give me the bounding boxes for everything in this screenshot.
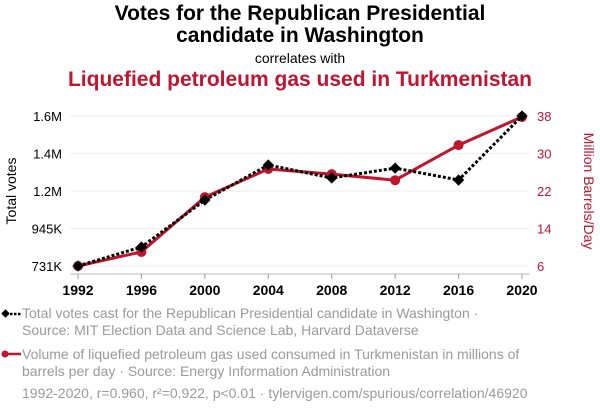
chart-title: Votes for the Republican Presidential ca…: [0, 3, 600, 47]
data-point-votes: [135, 241, 148, 253]
left-tick-label: 945K: [32, 222, 63, 237]
left-axis-ticks: 1.6M 1.4M 1.2M 945K 731K: [32, 109, 63, 274]
left-axis-label: Total votes: [3, 158, 19, 225]
gridlines: [70, 115, 530, 267]
data-point-votes: [72, 260, 84, 272]
left-tick-label: 731K: [32, 259, 63, 274]
x-tick-label: 2004: [253, 282, 284, 298]
x-tick-label: 1996: [126, 282, 157, 298]
x-tick-label: 2016: [443, 282, 474, 298]
left-tick-label: 1.6M: [33, 109, 62, 124]
legend-icon-lpg: [1, 350, 21, 358]
data-point-lpg: [390, 175, 401, 186]
left-tick-label: 1.4M: [33, 147, 62, 162]
data-point-votes: [452, 174, 465, 186]
series-votes: [72, 110, 528, 272]
x-tick-label: 2000: [189, 282, 220, 298]
left-tick-label: 1.2M: [33, 184, 62, 199]
footer-stats: 1992-2020, r=0.960, r²=0.922, p<0.01 · t…: [22, 385, 528, 401]
series-line-votes: [77, 114, 524, 268]
right-tick-label: 30: [537, 147, 551, 162]
x-tick-label: 2020: [506, 282, 537, 298]
data-point-votes: [326, 172, 338, 184]
chart-subtitle: correlates with: [254, 50, 346, 66]
legend-icon-votes: [1, 309, 21, 318]
legend-votes-line2: Source: MIT Election Data and Science La…: [22, 322, 419, 338]
data-point-votes: [262, 159, 274, 171]
legend-lpg-line2: barrels per day · Source: Energy Informa…: [22, 363, 391, 379]
data-point-votes: [199, 194, 211, 206]
right-axis-ticks: 38 30 22 14 6: [537, 109, 551, 274]
x-tick-label: 1992: [62, 282, 93, 298]
chart-title-secondary: Liquefied petroleum gas used in Turkmeni…: [67, 68, 533, 91]
data-point-votes: [389, 162, 401, 174]
right-tick-label: 6: [537, 259, 544, 274]
series-line-lpg: [77, 115, 523, 268]
legend-lpg-line1: Volume of liquefied petroleum gas used c…: [22, 346, 520, 362]
x-axis-ticks: 1992 1996 2000 2004 2008 2012 2016 2020: [62, 274, 538, 298]
right-tick-label: 22: [537, 184, 551, 199]
data-point-lpg: [453, 140, 464, 151]
x-tick-label: 2008: [316, 282, 347, 298]
right-axis-label: Million Barrels/Day: [581, 133, 597, 250]
right-tick-label: 14: [537, 222, 551, 237]
right-tick-label: 38: [537, 109, 551, 124]
x-tick-label: 2012: [380, 282, 411, 298]
legend-votes-line1: Total votes cast for the Republican Pres…: [22, 305, 479, 321]
title-text: Votes for the Republican Presidential ca…: [114, 2, 486, 47]
